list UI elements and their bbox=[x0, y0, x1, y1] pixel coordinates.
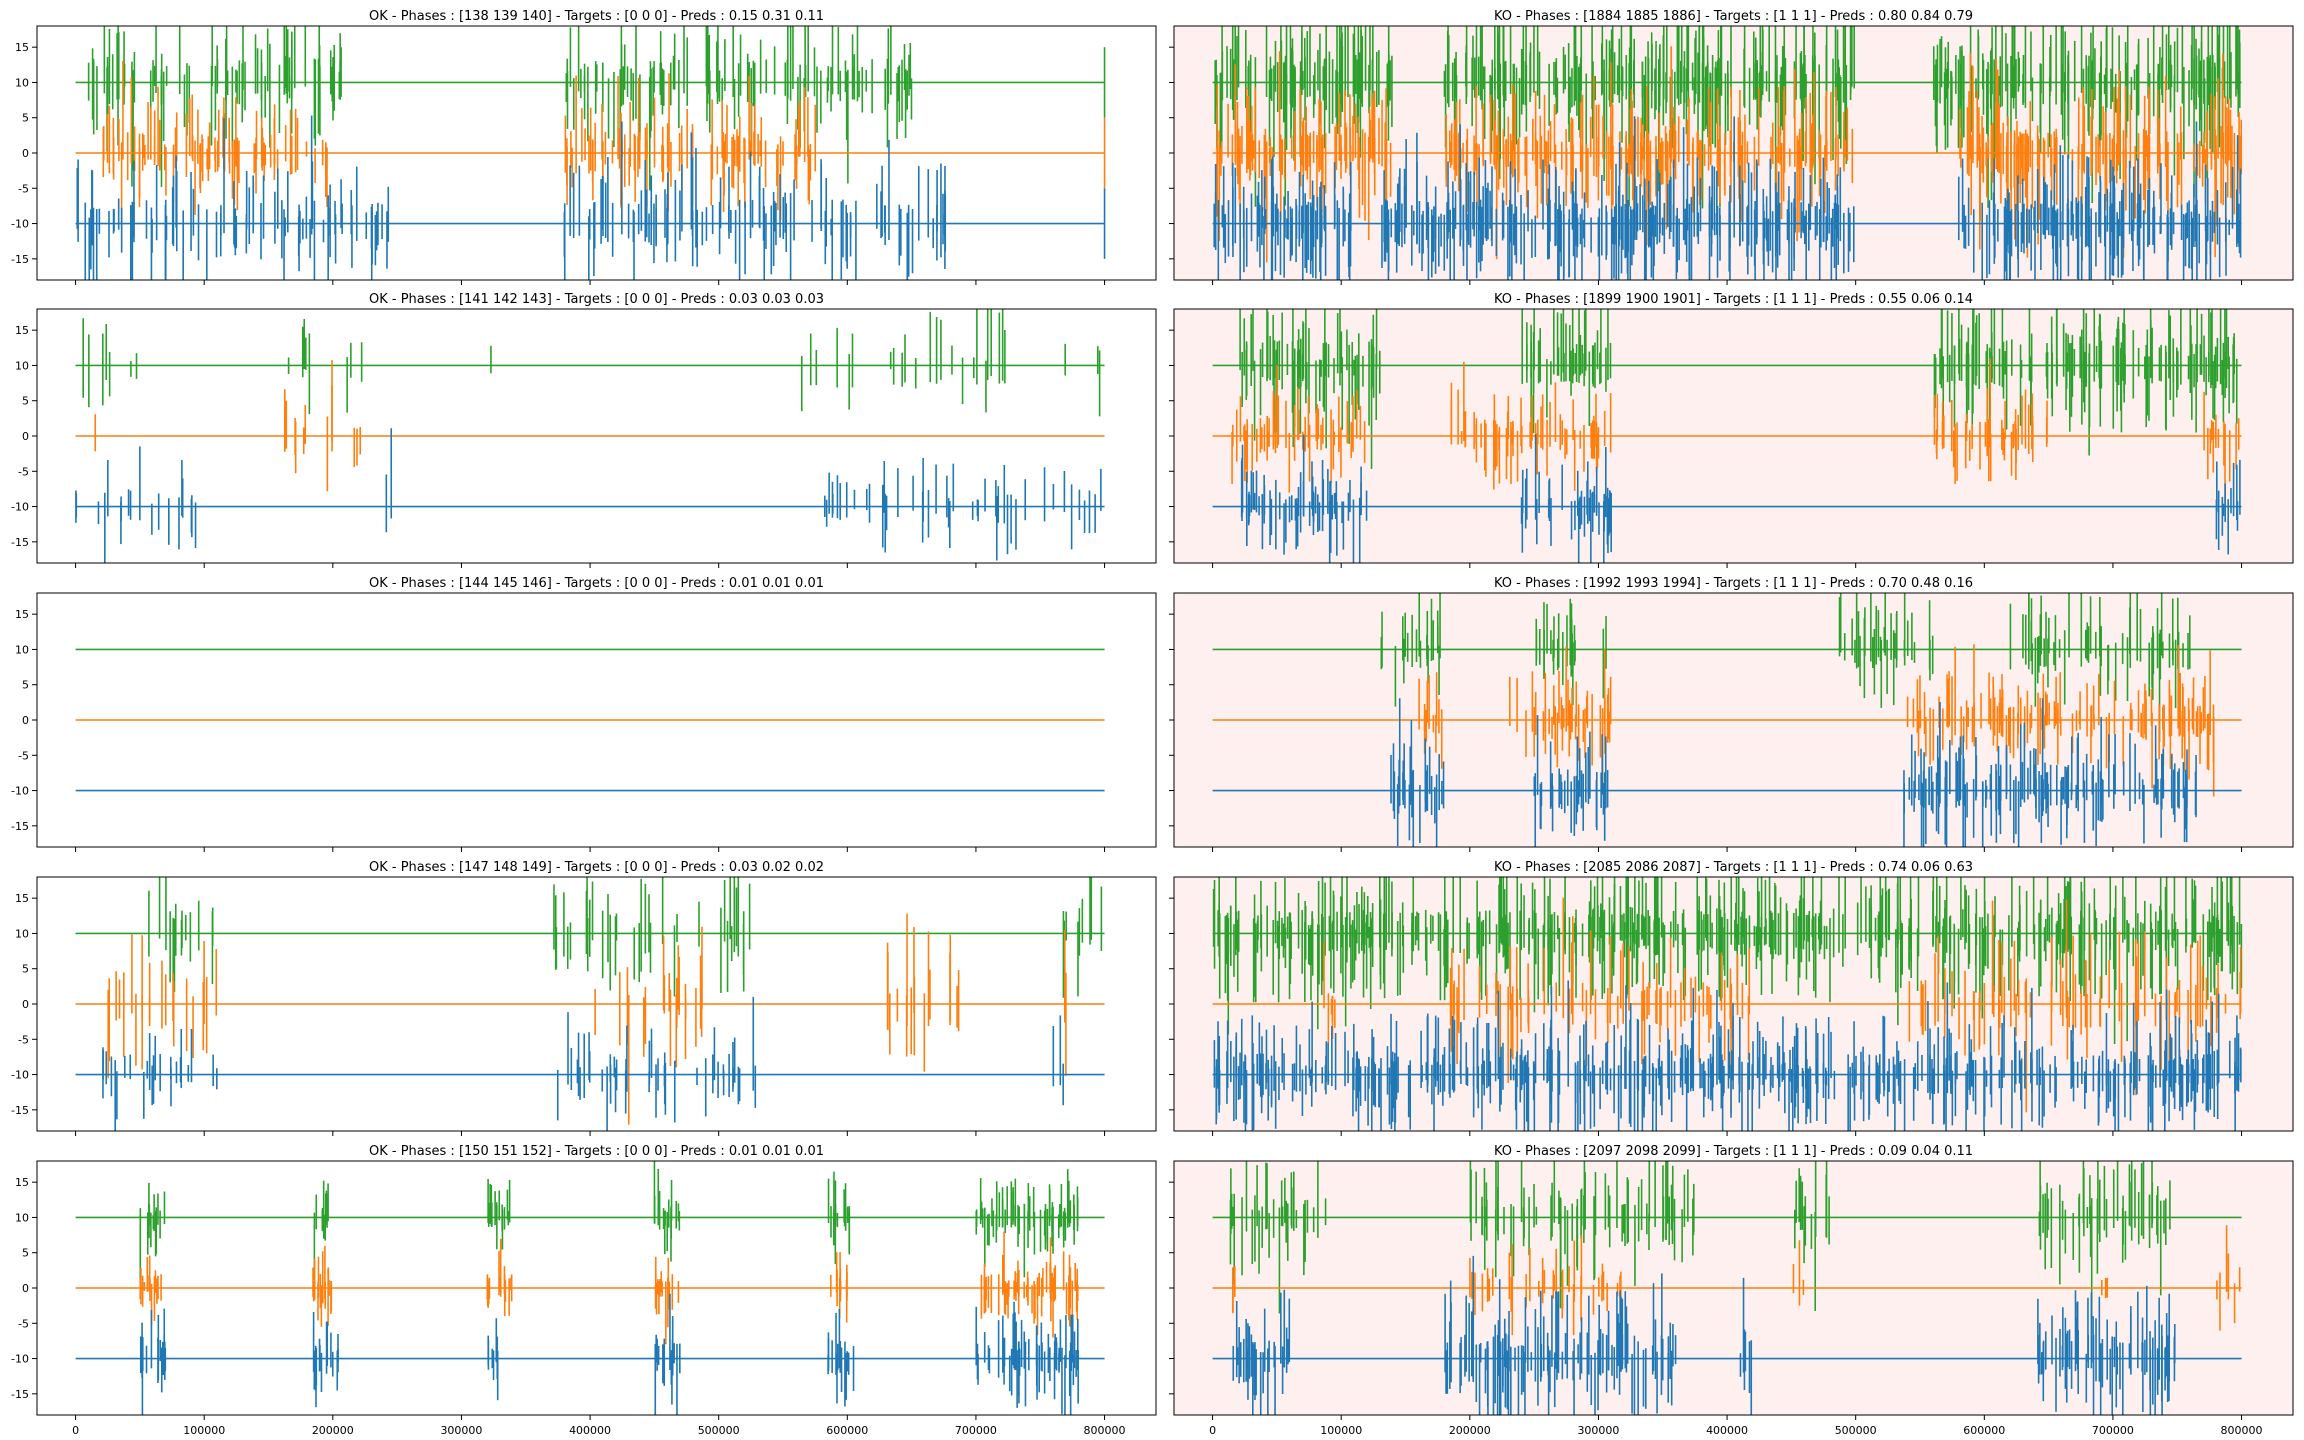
y-tick-label: -15 bbox=[11, 820, 29, 833]
series-orange bbox=[1212, 46, 2243, 263]
series-orange bbox=[75, 360, 1105, 492]
y-tick-label: 0 bbox=[22, 147, 29, 160]
series-blue bbox=[75, 115, 1105, 280]
series-group bbox=[75, 1161, 1105, 1415]
series-group bbox=[1212, 26, 2243, 280]
y-tick-label: -15 bbox=[11, 253, 29, 266]
series-blue bbox=[75, 428, 1105, 563]
series-group bbox=[1212, 877, 2243, 1131]
subplot-1: KO - Phases : [1884 1885 1886] - Targets… bbox=[1169, 9, 2294, 285]
y-tick-label: 10 bbox=[15, 927, 29, 940]
y-tick-label: 10 bbox=[15, 359, 29, 372]
series-group bbox=[75, 26, 1106, 280]
series-orange bbox=[75, 60, 1105, 228]
y-tick-label: -10 bbox=[11, 218, 29, 231]
y-tick-label: -15 bbox=[11, 1104, 29, 1117]
y-tick-label: 0 bbox=[22, 998, 29, 1011]
y-tick-label: 5 bbox=[22, 395, 29, 408]
series-blue bbox=[1212, 698, 2242, 847]
series-group bbox=[1212, 593, 2242, 847]
subplot-title: OK - Phases : [144 145 146] - Targets : … bbox=[369, 576, 824, 591]
subplot-title: OK - Phases : [141 142 143] - Targets : … bbox=[369, 292, 824, 307]
series-blue bbox=[1212, 116, 2242, 280]
y-tick-label: -10 bbox=[11, 785, 29, 798]
y-tick-label: 5 bbox=[22, 679, 29, 692]
series-blue bbox=[1212, 980, 2242, 1131]
series-group bbox=[1212, 309, 2242, 563]
series-orange bbox=[75, 913, 1105, 1125]
subplot-title: KO - Phases : [1992 1993 1994] - Targets… bbox=[1494, 576, 1973, 591]
subplot-title: KO - Phases : [2085 2086 2087] - Targets… bbox=[1494, 860, 1973, 875]
series-orange bbox=[1212, 358, 2242, 503]
subplot-title: KO - Phases : [1884 1885 1886] - Targets… bbox=[1494, 9, 1973, 24]
y-tick-label: 15 bbox=[15, 41, 29, 54]
y-tick-label: -15 bbox=[11, 536, 29, 549]
subplot-0: -15 -10 -5 0 5 10 15 OK - Phases : [138 139 140… bbox=[11, 9, 1157, 285]
y-tick-label: -5 bbox=[18, 1033, 29, 1046]
subplot-2: -15 -10 -5 0 5 10 15 OK - Phases : [141 142 143… bbox=[11, 292, 1157, 568]
y-tick-label: -5 bbox=[18, 465, 29, 478]
series-blue bbox=[75, 996, 1105, 1131]
y-tick-label: -10 bbox=[11, 501, 29, 514]
y-tick-label: -5 bbox=[18, 749, 29, 762]
series-blue bbox=[1212, 434, 2242, 563]
series-green bbox=[1212, 309, 2242, 469]
y-tick-label: -10 bbox=[11, 1069, 29, 1082]
series-group bbox=[75, 877, 1105, 1131]
subplot-title: OK - Phases : [147 148 149] - Targets : … bbox=[369, 860, 824, 875]
y-tick-label: 5 bbox=[22, 112, 29, 125]
y-tick-label: 0 bbox=[22, 430, 29, 443]
y-tick-label: 15 bbox=[15, 324, 29, 337]
y-tick-label: 10 bbox=[15, 76, 29, 89]
subplot-title: OK - Phases : [138 139 140] - Targets : … bbox=[369, 9, 824, 24]
series-green bbox=[75, 309, 1105, 417]
subplot-5: KO - Phases : [1992 1993 1994] - Targets… bbox=[1169, 576, 2294, 852]
series-group bbox=[75, 309, 1105, 563]
subplot-title: KO - Phases : [1899 1900 1901] - Targets… bbox=[1494, 292, 1973, 307]
y-tick-label: 15 bbox=[15, 608, 29, 621]
y-tick-label: 10 bbox=[15, 643, 29, 656]
subplot-3: KO - Phases : [1899 1900 1901] - Targets… bbox=[1169, 292, 2294, 568]
series-orange bbox=[1212, 644, 2242, 797]
y-tick-label: -5 bbox=[18, 182, 29, 195]
subplot-7: KO - Phases : [2085 2086 2087] - Targets… bbox=[1169, 860, 2294, 1136]
series-group bbox=[75, 648, 1105, 792]
y-tick-label: 0 bbox=[22, 714, 29, 727]
y-tick-label: 15 bbox=[15, 892, 29, 905]
y-tick-label: 5 bbox=[22, 963, 29, 976]
subplot-6: -15 -10 -5 0 5 10 15 OK - Phases : [147 148 149… bbox=[11, 860, 1157, 1136]
subplot-4: -15 -10 -5 0 5 10 15 OK - Phases : [144 145 146… bbox=[11, 576, 1157, 852]
series-green bbox=[1212, 593, 2242, 742]
series-green bbox=[75, 877, 1105, 998]
